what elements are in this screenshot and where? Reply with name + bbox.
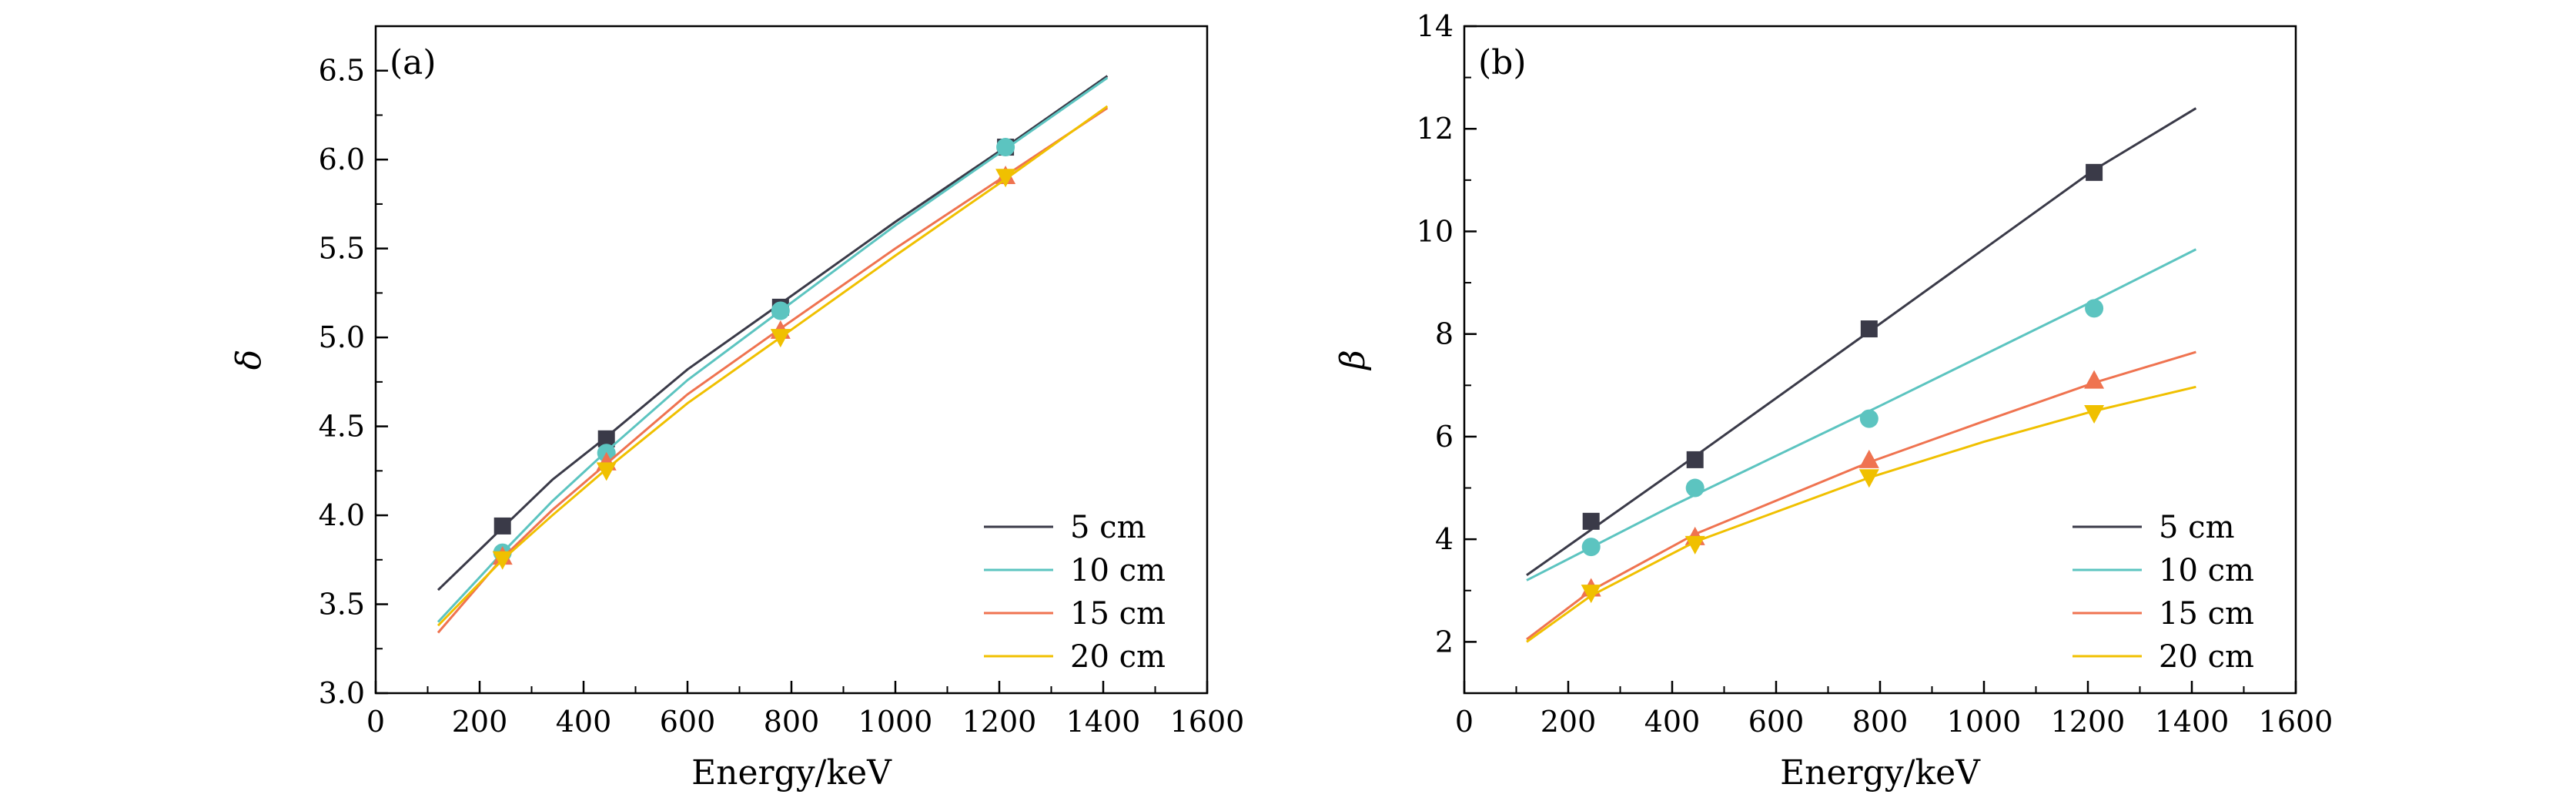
- x-tick-label: 600: [660, 705, 716, 739]
- series-line: [1526, 385, 2196, 643]
- data-point: [1860, 320, 1878, 338]
- legend-entry: 15 cm: [2159, 596, 2254, 632]
- x-tick-label: 400: [556, 705, 612, 739]
- panel-label: (b): [1478, 43, 1527, 82]
- x-tick-label: 1600: [1170, 705, 1245, 739]
- x-tick-label: 200: [452, 705, 508, 739]
- x-tick-label: 1000: [858, 705, 933, 739]
- y-axis-label: δ: [229, 350, 269, 370]
- x-tick-label: 800: [1852, 705, 1909, 739]
- series-line: [1526, 107, 2197, 577]
- data-point: [771, 301, 790, 320]
- x-tick-label: 1400: [1066, 705, 1141, 739]
- data-point: [1858, 449, 1879, 468]
- data-point: [1858, 469, 1879, 488]
- legend: 5 cm 10 cm 15 cm 20 cm: [984, 510, 1166, 675]
- series-line: [437, 105, 1109, 627]
- x-tick-label: 1400: [2155, 705, 2230, 739]
- legend-entry: 10 cm: [1070, 553, 1166, 588]
- y-tick-label: 3.5: [319, 588, 365, 622]
- y-tick-label: 4.5: [319, 410, 365, 444]
- y-tick-label: 3.0: [319, 676, 365, 710]
- y-tick-label: 8: [1435, 317, 1454, 351]
- data-point: [2084, 370, 2105, 389]
- data-point: [1685, 478, 1705, 498]
- y-tick-label: 14: [1417, 9, 1454, 43]
- x-axis-label: Energy/keV: [1780, 753, 1981, 793]
- x-tick-label: 1000: [1947, 705, 2022, 739]
- legend: 5 cm 10 cm 15 cm 20 cm: [2073, 510, 2254, 675]
- series-10-cm: [437, 76, 1109, 623]
- x-tick-label: 800: [764, 705, 820, 739]
- x-tick-label: 400: [1644, 705, 1701, 739]
- series-20-cm: [437, 105, 1109, 627]
- data-point: [1582, 512, 1600, 530]
- legend-entry: 10 cm: [2159, 553, 2254, 588]
- series-line: [1526, 248, 2197, 581]
- legend-entry: 5 cm: [1070, 510, 1146, 545]
- series-10-cm: [1526, 248, 2197, 581]
- y-tick-label: 4: [1435, 522, 1454, 556]
- series-15-cm: [1526, 350, 2196, 641]
- y-axis-label: β: [1333, 350, 1373, 370]
- y-tick-label: 6.5: [319, 54, 365, 88]
- series-line: [1526, 350, 2196, 641]
- data-point: [770, 329, 791, 348]
- legend-entry: 20 cm: [1070, 639, 1166, 675]
- y-tick-label: 10: [1417, 214, 1454, 248]
- x-tick-label: 0: [366, 705, 385, 739]
- data-point: [2084, 404, 2105, 424]
- x-tick-label: 600: [1748, 705, 1805, 739]
- series-20-cm: [1526, 385, 2196, 643]
- data-point: [2085, 299, 2104, 318]
- panel-a: 0 200 400 600 800 1000 1200 1400 1600 3.0 3.5 4.0 4.…: [229, 25, 1245, 793]
- data-point: [596, 462, 617, 481]
- series-line: [437, 106, 1109, 634]
- y-tick-label: 4.0: [319, 498, 365, 532]
- x-tick-label: 200: [1541, 705, 1597, 739]
- x-tick-label: 1600: [2259, 705, 2333, 739]
- legend-entry: 20 cm: [2159, 639, 2254, 675]
- y-tick-label: 5.0: [319, 320, 365, 354]
- data-point: [995, 169, 1016, 188]
- legend-entry: 5 cm: [2159, 510, 2235, 545]
- y-tick-label: 2: [1435, 625, 1454, 659]
- x-tick-label: 1200: [962, 705, 1037, 739]
- data-point: [1859, 409, 1878, 428]
- y-tick-label: 5.5: [319, 232, 365, 266]
- series-15-cm: [437, 106, 1109, 634]
- y-tick-label: 6.0: [319, 142, 365, 176]
- panel-label: (a): [390, 43, 437, 82]
- data-point: [2086, 163, 2103, 181]
- data-point: [996, 138, 1015, 157]
- x-tick-label: 0: [1455, 705, 1474, 739]
- plot-frame: [374, 25, 1209, 695]
- series-line: [437, 75, 1109, 591]
- series-5-cm: [1526, 107, 2197, 577]
- data-point: [1686, 451, 1704, 468]
- data-point: [1581, 585, 1601, 604]
- y-tick-label: 6: [1435, 420, 1454, 454]
- x-axis-label: Energy/keV: [691, 753, 892, 793]
- data-point: [492, 551, 513, 570]
- series-line: [437, 76, 1109, 623]
- data-point: [597, 430, 615, 447]
- legend-entry: 15 cm: [1070, 596, 1166, 632]
- data-point: [493, 517, 511, 535]
- data-point: [1684, 535, 1705, 555]
- data-point: [1581, 538, 1601, 557]
- panel-b: 0 200 400 600 800 1000 1200 1400 1600 2 4 6 8 10 12 14 E…: [1333, 9, 2333, 793]
- x-tick-label: 1200: [2051, 705, 2126, 739]
- y-tick-label: 12: [1417, 112, 1454, 146]
